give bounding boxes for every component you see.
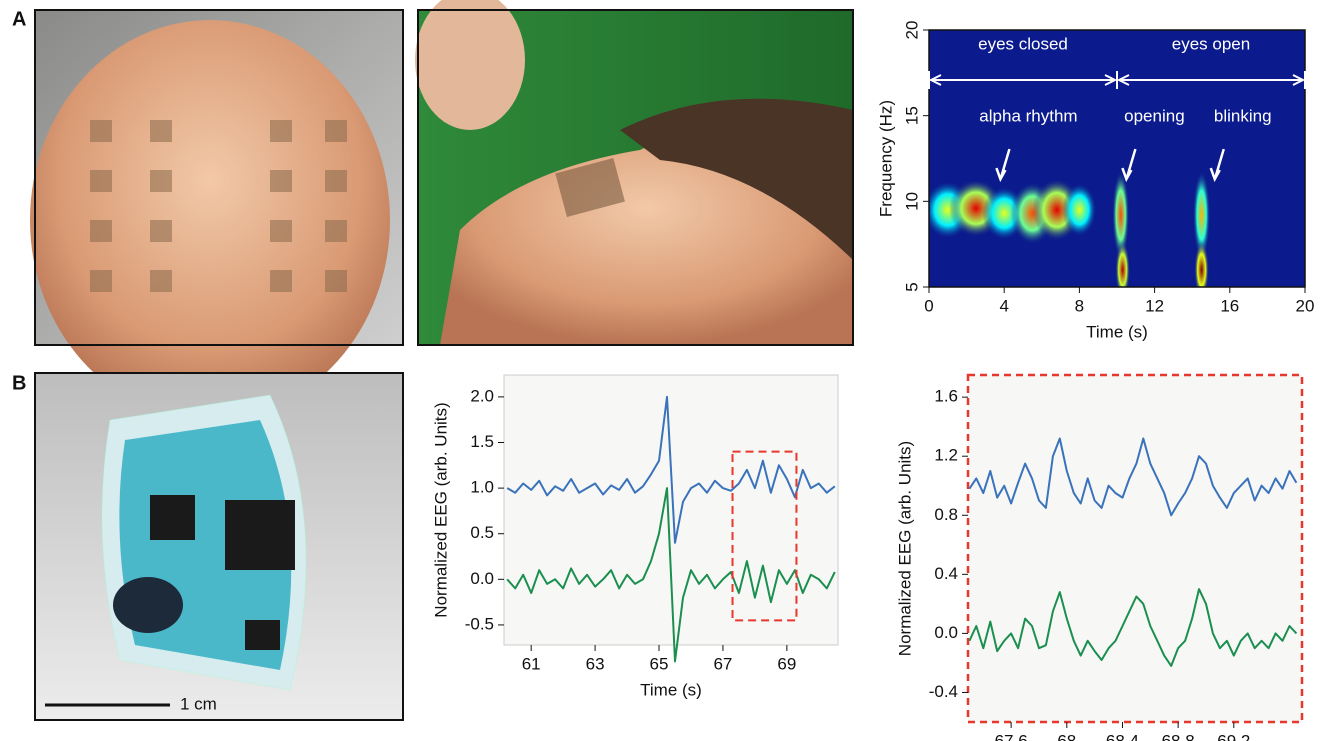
x-tick-label: 67 [713, 654, 732, 673]
power-blob [1062, 183, 1096, 236]
y-tick-label: -0.4 [929, 682, 958, 701]
y-tick-label: -0.5 [465, 614, 494, 633]
y-tick-label: 1.5 [470, 432, 494, 451]
event-label: opening [1124, 107, 1185, 126]
y-tick-label: 0.8 [934, 505, 958, 524]
y-tick-label: 5 [902, 282, 921, 291]
x-tick-label: 16 [1220, 296, 1239, 315]
x-tick-label: 69 [777, 654, 796, 673]
power-blob [1194, 241, 1209, 299]
event-label: blinking [1214, 107, 1272, 126]
y-axis-label: Frequency (Hz) [876, 100, 895, 217]
photo-scalp [30, 10, 403, 420]
x-tick-label: 67.6 [995, 731, 1028, 741]
x-tick-label: 68.4 [1106, 731, 1139, 741]
x-tick-label: 20 [1296, 296, 1315, 315]
x-tick-label: 0 [924, 296, 933, 315]
x-tick-label: 4 [999, 296, 1008, 315]
y-tick-label: 15 [902, 106, 921, 125]
y-tick-label: 0.0 [470, 569, 494, 588]
plot-background [968, 375, 1302, 722]
x-tick-label: 65 [650, 654, 669, 673]
power-blob [1115, 241, 1130, 299]
y-tick-label: 1.6 [934, 387, 958, 406]
x-axis-label: Time (s) [1086, 322, 1148, 341]
photo-forehead [415, 0, 853, 345]
x-tick-label: 69.2 [1217, 731, 1250, 741]
figure: A B 1 cm 0481216205101520Time (s)Freque [0, 0, 1326, 741]
panel-label: B [12, 372, 26, 394]
plot-background [504, 375, 838, 645]
x-tick-label: 68.8 [1162, 731, 1195, 741]
span-label: eyes closed [978, 34, 1068, 53]
y-tick-label: 0.4 [934, 564, 958, 583]
event-label: alpha rhythm [979, 107, 1077, 126]
y-axis-label: Normalized EEG (arb. Units) [895, 441, 914, 656]
y-tick-label: 2.0 [470, 386, 494, 405]
y-axis-label: Normalized EEG (arb. Units) [431, 402, 450, 617]
panel-label: A [12, 8, 26, 30]
y-tick-label: 0.5 [470, 523, 494, 542]
y-tick-label: 20 [902, 21, 921, 40]
y-tick-label: 0.0 [934, 623, 958, 642]
x-tick-label: 61 [522, 654, 541, 673]
photo-device: 1 cm [35, 373, 403, 720]
x-tick-label: 68 [1057, 731, 1076, 741]
span-label: eyes open [1172, 34, 1250, 53]
x-tick-label: 8 [1075, 296, 1084, 315]
x-tick-label: 12 [1145, 296, 1164, 315]
y-tick-label: 1.0 [470, 478, 494, 497]
x-tick-label: 63 [586, 654, 605, 673]
x-axis-label: Time (s) [640, 680, 702, 699]
y-tick-label: 10 [902, 192, 921, 211]
y-tick-label: 1.2 [934, 446, 958, 465]
scale-bar-label: 1 cm [180, 694, 217, 713]
